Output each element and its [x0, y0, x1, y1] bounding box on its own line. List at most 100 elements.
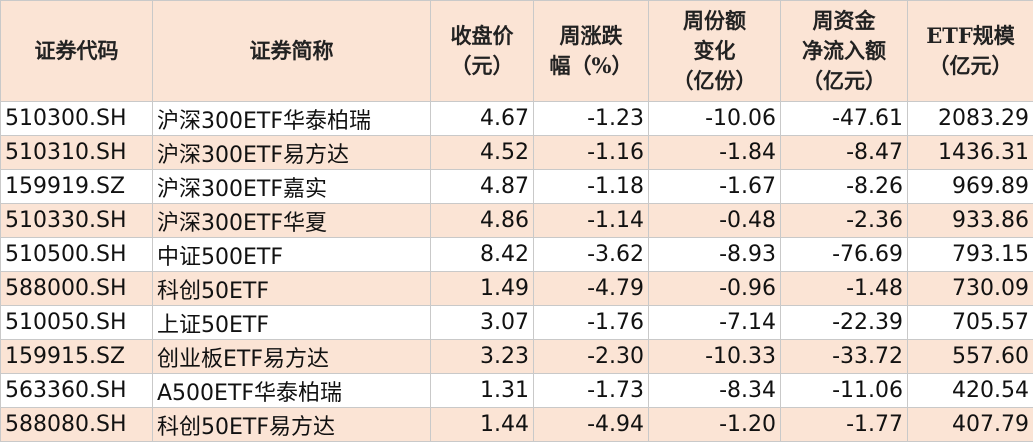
table-cell: 3.23 [430, 339, 534, 374]
table-row: 159915.SZ 创业板ETF易方达 3.23 -2.30 -10.33 -33.72 5… [0, 339, 1033, 374]
header-cell: ETF规模 （亿元） [907, 0, 1033, 102]
header-line: 周涨跌 [559, 23, 623, 48]
table-cell: 159919.SZ [0, 169, 153, 204]
table-cell: -2.30 [533, 339, 649, 374]
table-cell: -76.69 [780, 237, 908, 272]
table-cell: 510300.SH [0, 101, 153, 136]
table-cell: 1.44 [430, 407, 534, 442]
table-cell: 科创50ETF [152, 271, 431, 306]
table-row: 510500.SH 中证500ETF 8.42 -3.62 -8.93 -76.69 793… [0, 237, 1033, 272]
table-cell: 510310.SH [0, 135, 153, 170]
header-line: ETF规模 [926, 23, 1015, 48]
header-line: 变化 [693, 38, 736, 63]
header-cell: 周份额变化 （亿份） [648, 0, 781, 102]
table-cell: 969.89 [907, 169, 1033, 204]
table-cell: 沪深300ETF嘉实 [152, 169, 431, 204]
table-cell: -1.20 [648, 407, 781, 442]
table-cell: 3.07 [430, 305, 534, 340]
table-cell: 上证50ETF [152, 305, 431, 340]
table-cell: 510330.SH [0, 203, 153, 238]
table-cell: 557.60 [907, 339, 1033, 374]
table-cell: -1.18 [533, 169, 649, 204]
table-cell: -8.26 [780, 169, 908, 204]
table-cell: -22.39 [780, 305, 908, 340]
table-cell: -3.62 [533, 237, 649, 272]
table-cell: 1.49 [430, 271, 534, 306]
header-line: （元） [450, 53, 514, 78]
table-cell: 2083.29 [907, 101, 1033, 136]
table-cell: -1.84 [648, 135, 781, 170]
table-cell: -47.61 [780, 101, 908, 136]
table-cell: -11.06 [780, 373, 908, 408]
table-cell: 沪深300ETF华夏 [152, 203, 431, 238]
table-cell: -1.16 [533, 135, 649, 170]
table-cell: 705.57 [907, 305, 1033, 340]
table-cell: -4.79 [533, 271, 649, 306]
header-cell: 周资金净流入额 （亿元） [780, 0, 908, 102]
table-cell: 1436.31 [907, 135, 1033, 170]
header-line: 周份额 [683, 8, 746, 33]
table-cell: 159915.SZ [0, 339, 153, 374]
table-cell: -4.94 [533, 407, 649, 442]
table-cell: -7.14 [648, 305, 781, 340]
header-line: （亿元） [928, 53, 1013, 78]
table-cell: -8.93 [648, 237, 781, 272]
header-line: 幅（%） [549, 53, 633, 78]
table-row: 510310.SH 沪深300ETF易方达 4.52 -1.16 -1.84 -8.47 1… [0, 135, 1033, 170]
table-cell: 科创50ETF易方达 [152, 407, 431, 442]
table-cell: 1.31 [430, 373, 534, 408]
table-row: 510300.SH 沪深300ETF华泰柏瑞 4.67 -1.23 -10.06 -47.… [0, 101, 1033, 136]
table-row: 563360.SH A500ETF华泰柏瑞 1.31 -1.73 -8.34 -11.06… [0, 373, 1033, 408]
table-cell: -8.34 [648, 373, 781, 408]
table-cell: -1.14 [533, 203, 649, 238]
table-cell: -2.36 [780, 203, 908, 238]
table-cell: 510050.SH [0, 305, 153, 340]
header-line: 证券简称 [249, 38, 334, 63]
table-cell: 4.67 [430, 101, 534, 136]
table-row: 159919.SZ 沪深300ETF嘉实 4.87 -1.18 -1.67 -8.26 96… [0, 169, 1033, 204]
table-cell: 420.54 [907, 373, 1033, 408]
table-cell: 588000.SH [0, 271, 153, 306]
table-cell: 4.52 [430, 135, 534, 170]
table-cell: -1.77 [780, 407, 908, 442]
header-line: （亿份） [672, 68, 757, 93]
table-cell: 8.42 [430, 237, 534, 272]
table-row: 588080.SH 科创50ETF易方达 1.44 -4.94 -1.20 -1.77 40… [0, 407, 1033, 442]
table-cell: -1.76 [533, 305, 649, 340]
header-cell: 收盘价 （元） [430, 0, 534, 102]
table-body: 510300.SH 沪深300ETF华泰柏瑞 4.67 -1.23 -10.06 -47.… [0, 101, 1033, 442]
table-cell: -1.67 [648, 169, 781, 204]
table-cell: A500ETF华泰柏瑞 [152, 373, 431, 408]
header-cell: 周涨跌幅（%） [533, 0, 649, 102]
table-row: 588000.SH 科创50ETF 1.49 -4.79 -0.96 -1.48 730.0… [0, 271, 1033, 306]
table-cell: 4.86 [430, 203, 534, 238]
table-cell: -1.73 [533, 373, 649, 408]
header-line: 净流入额 [802, 38, 886, 63]
header-cell: 证券代码 [0, 0, 153, 102]
table-cell: 中证500ETF [152, 237, 431, 272]
header-line: 周资金 [812, 8, 876, 33]
table-cell: 563360.SH [0, 373, 153, 408]
table-cell: -8.47 [780, 135, 908, 170]
table-cell: -0.48 [648, 203, 781, 238]
header-line: （亿元） [802, 68, 886, 93]
header-line: 收盘价 [450, 23, 514, 48]
table-row: 510330.SH 沪深300ETF华夏 4.86 -1.14 -0.48 -2.36 93… [0, 203, 1033, 238]
table-cell: 793.15 [907, 237, 1033, 272]
table-cell: 510500.SH [0, 237, 153, 272]
header-row: 证券代码 证券简称 收盘价 （元） 周涨跌幅（%） 周份额变化 （亿份） 周资金净流入额 （亿元… [0, 0, 1033, 102]
table-cell: -33.72 [780, 339, 908, 374]
table-row: 510050.SH 上证50ETF 3.07 -1.76 -7.14 -22.39 705.… [0, 305, 1033, 340]
table-cell: 沪深300ETF易方达 [152, 135, 431, 170]
header-line: 证券代码 [34, 38, 119, 63]
table-cell: -10.06 [648, 101, 781, 136]
table-cell: 创业板ETF易方达 [152, 339, 431, 374]
table-cell: 4.87 [430, 169, 534, 204]
table-cell: -0.96 [648, 271, 781, 306]
table-cell: 730.09 [907, 271, 1033, 306]
table-cell: 588080.SH [0, 407, 153, 442]
table-cell: -1.48 [780, 271, 908, 306]
table-cell: 407.79 [907, 407, 1033, 442]
